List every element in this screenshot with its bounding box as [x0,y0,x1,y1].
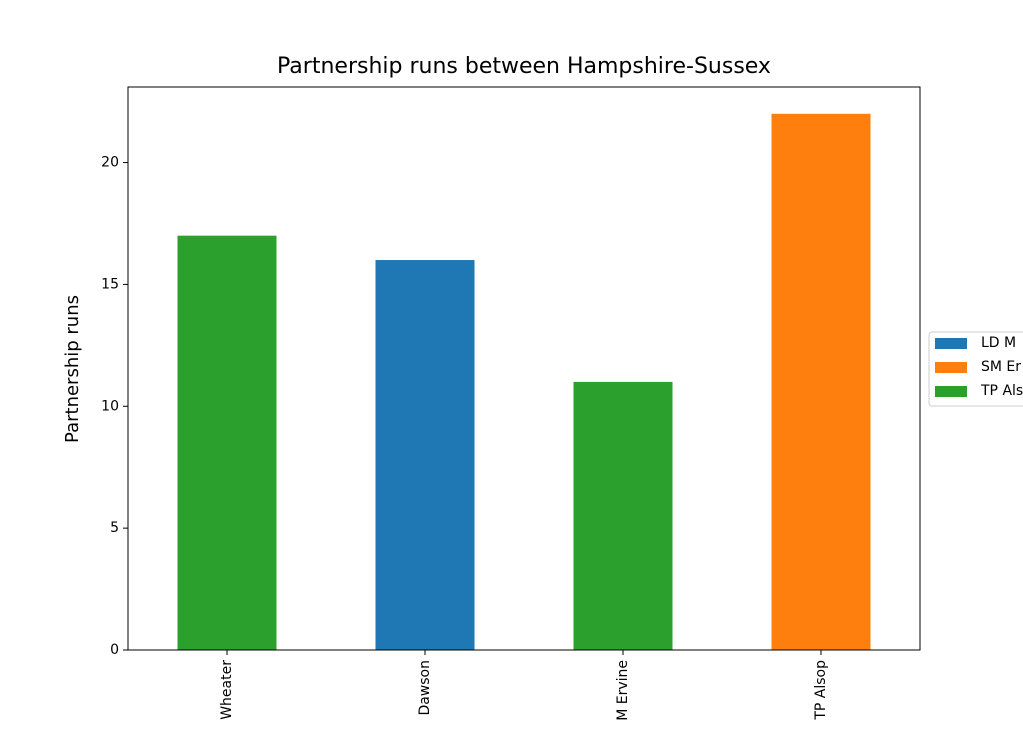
x-tick-label: TP Alsop [813,660,829,721]
bar [573,381,673,650]
x-tick-label: Wheater [219,660,235,720]
legend-swatch [935,362,967,373]
y-tick-label: 0 [110,642,119,658]
bar [375,260,475,650]
y-tick-label: 10 [101,398,119,414]
bar [771,113,871,651]
legend-label: LD M [981,335,1016,351]
x-tick-label: Dawson [417,660,433,716]
legend-swatch [935,338,967,349]
y-tick-label: 15 [101,276,119,292]
chart-title: Partnership runs between Hampshire-Susse… [277,54,771,79]
legend-label: TP Als [980,383,1023,399]
y-axis-label: Partnership runs [62,295,83,443]
x-tick-label: M Ervine [615,660,631,721]
plot-frame [127,86,921,651]
legend-label: SM Er [981,359,1021,375]
y-tick-label: 20 [101,155,119,171]
bar [177,235,277,650]
legend-swatch [935,386,967,397]
y-tick-label: 5 [110,520,119,536]
